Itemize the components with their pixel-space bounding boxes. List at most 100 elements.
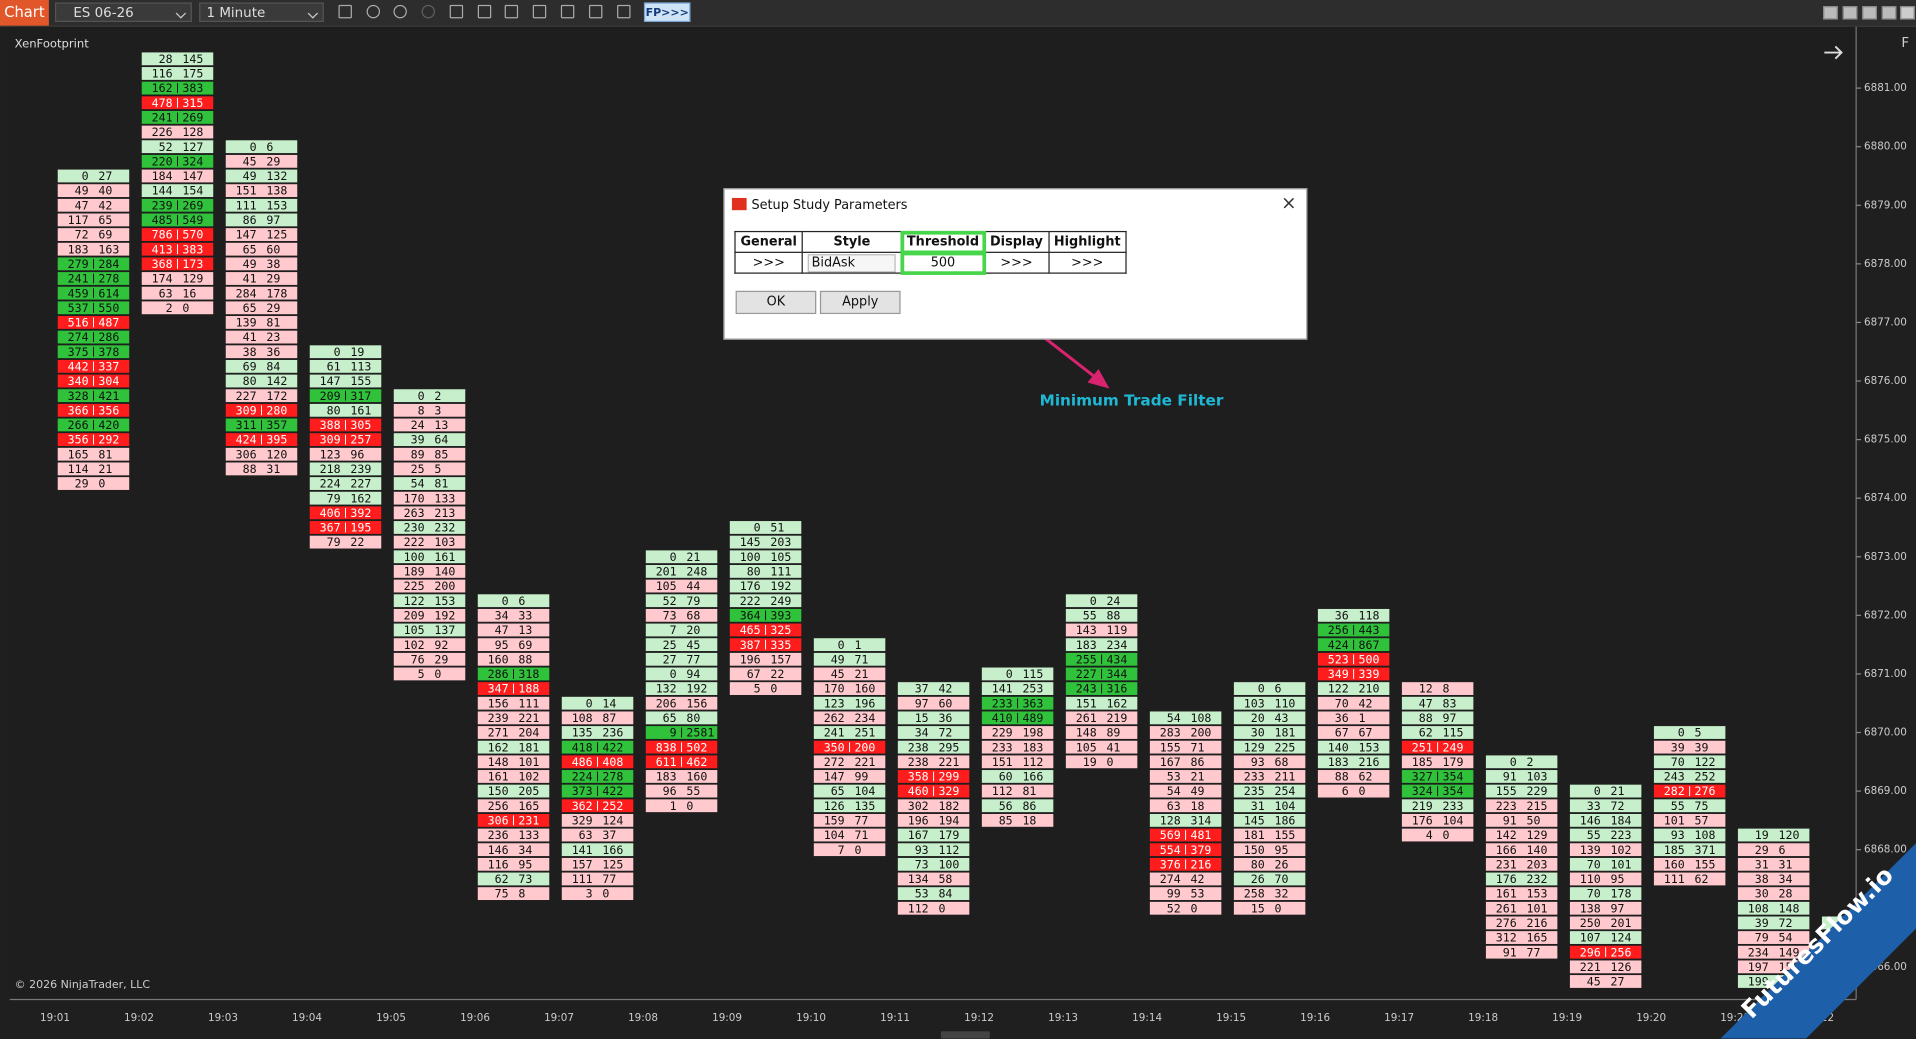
icon[interactable]	[393, 4, 407, 19]
icon[interactable]	[477, 4, 492, 19]
bid-volume: 47	[75, 198, 89, 212]
footprint-cell	[1317, 608, 1390, 623]
bid-volume: 183	[656, 770, 677, 784]
bid-volume: 31	[1251, 799, 1265, 813]
bid-volume: 111	[1664, 872, 1685, 886]
ask-volume: 83	[1443, 696, 1457, 710]
bid-volume: 148	[1076, 726, 1097, 740]
ask-volume: 133	[434, 491, 455, 505]
bid-volume: 25	[663, 638, 677, 652]
general-button[interactable]: >>>	[734, 251, 804, 274]
bid-volume: 49	[243, 257, 257, 271]
ask-volume: 161	[434, 550, 455, 564]
y-tick-label: 6872.00	[1864, 609, 1907, 621]
bid-volume: 243	[1664, 770, 1685, 784]
ask-volume: 104	[854, 784, 875, 798]
chart-tab[interactable]: Chart	[0, 0, 49, 26]
ask-volume: 200	[854, 740, 875, 754]
footprint-cell	[1149, 784, 1222, 799]
ok-button[interactable]: OK	[735, 290, 817, 315]
apply-button[interactable]: Apply	[819, 290, 901, 315]
display-button[interactable]: >>>	[983, 251, 1050, 274]
ask-volume: 85	[434, 447, 448, 461]
footprint-cell	[1401, 813, 1474, 828]
scroll-arrow[interactable]	[1824, 45, 1843, 60]
footprint-cell	[561, 710, 634, 725]
window-button[interactable]	[1862, 6, 1877, 20]
footprint-cell	[477, 784, 550, 799]
interval-select[interactable]: 1 Minute	[199, 2, 324, 22]
bid-volume: 274	[68, 330, 89, 344]
ask-volume: 133	[518, 828, 539, 842]
bid-volume: 162	[152, 81, 173, 95]
bid-volume: 221	[1580, 960, 1601, 974]
threshold-input[interactable]: 500	[900, 251, 986, 275]
ask-volume: 253	[1022, 682, 1043, 696]
footprint-cell	[141, 286, 214, 301]
footprint-cell	[477, 652, 550, 667]
x-tick-label: 19:08	[628, 1012, 658, 1024]
bid-volume: 65	[831, 784, 845, 798]
bid-volume: 224	[572, 770, 593, 784]
footprint-cell	[1485, 901, 1558, 916]
ask-volume: 34	[518, 843, 532, 857]
header: Display	[983, 230, 1050, 253]
ask-volume: 21	[98, 462, 112, 476]
icon[interactable]	[532, 4, 547, 19]
ask-volume: 21	[686, 550, 700, 564]
footprint-cell	[309, 447, 382, 462]
bid-volume: 70	[1587, 857, 1601, 871]
bid-volume: 69	[243, 359, 257, 373]
bid-volume: 161	[488, 770, 509, 784]
bid-volume: 19	[1083, 755, 1097, 769]
footprint-cell	[477, 842, 550, 857]
icon[interactable]	[588, 4, 603, 19]
icon[interactable]	[560, 4, 575, 19]
ask-volume: 72	[1779, 916, 1793, 930]
scrollbar[interactable]	[940, 1031, 990, 1039]
bid-volume: 61	[327, 359, 341, 373]
icon[interactable]	[421, 4, 436, 19]
window-button[interactable]	[1881, 6, 1897, 20]
bid-volume: 219	[1412, 799, 1433, 813]
ask-volume: 200	[1190, 726, 1211, 740]
bid-volume: 261	[1496, 901, 1517, 915]
ask-volume: 383	[182, 81, 203, 95]
bid-volume: 63	[159, 286, 173, 300]
icon[interactable]	[617, 4, 631, 19]
footprint-cell	[393, 535, 466, 550]
fp-button[interactable]: FP>>>	[643, 2, 691, 22]
footprint-cell	[813, 813, 886, 828]
instrument-select[interactable]: ES 06-26	[54, 2, 192, 22]
footprint-cell	[729, 564, 802, 579]
ask-volume: 182	[938, 799, 959, 813]
ask-volume: 315	[182, 96, 203, 110]
footprint-cell	[981, 769, 1054, 784]
window-button[interactable]	[1823, 6, 1838, 20]
bid-volume: 233	[1244, 770, 1265, 784]
bid-volume: 151	[992, 755, 1013, 769]
highlight-button[interactable]: >>>	[1047, 251, 1127, 274]
icon[interactable]	[338, 4, 352, 19]
close-button[interactable]: ×	[1281, 191, 1297, 214]
ask-volume: 393	[770, 608, 791, 622]
style-select[interactable]: BidAsk	[807, 253, 896, 272]
bid-volume: 233	[992, 740, 1013, 754]
bid-volume: 183	[1076, 638, 1097, 652]
ask-volume: 200	[434, 579, 455, 593]
bid-volume: 15	[1251, 901, 1265, 915]
footprint-cell	[57, 447, 130, 462]
icon[interactable]	[504, 4, 519, 19]
window-button[interactable]	[1842, 6, 1858, 20]
footprint-cell	[813, 652, 886, 667]
footprint-cell	[1065, 696, 1138, 711]
ask-volume: 88	[518, 652, 532, 666]
icon[interactable]	[366, 4, 381, 19]
bid-volume: 6	[1342, 784, 1349, 798]
bid-volume: 123	[320, 447, 341, 461]
footprint-cell	[1065, 740, 1138, 755]
icon[interactable]	[449, 4, 464, 19]
window-button[interactable]	[1900, 6, 1915, 20]
bid-volume: 100	[740, 550, 761, 564]
